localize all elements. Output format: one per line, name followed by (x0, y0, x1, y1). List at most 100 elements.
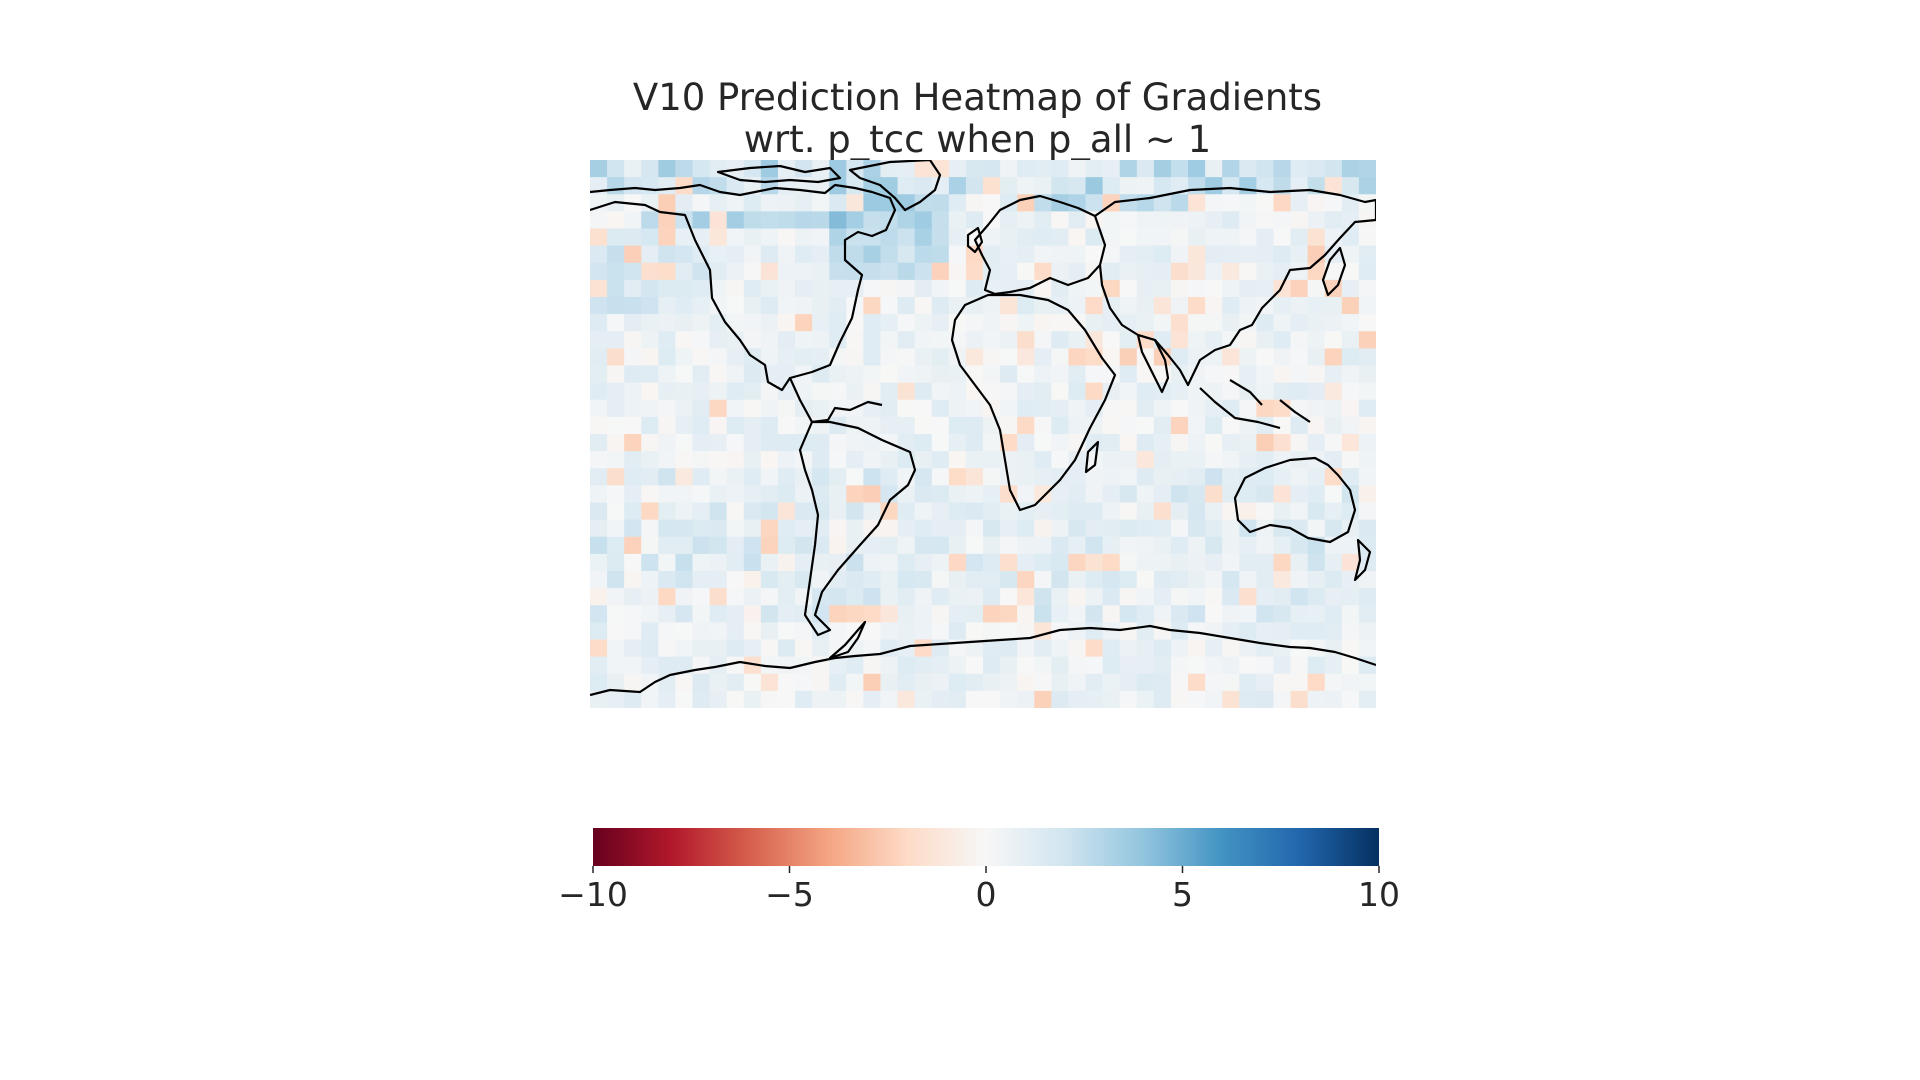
heatmap-cell (948, 451, 967, 469)
heatmap-cell (1307, 690, 1326, 708)
heatmap-cell (1017, 365, 1035, 384)
heatmap-cell (675, 673, 694, 692)
heatmap-cell (726, 297, 745, 315)
heatmap-cell (624, 690, 642, 708)
heatmap-cell (965, 279, 984, 298)
heatmap-cell (658, 399, 677, 418)
heatmap-cell (590, 279, 608, 298)
heatmap-cell (812, 314, 830, 332)
heatmap-cell (1205, 553, 1223, 572)
heatmap-cell (1017, 485, 1035, 504)
heatmap-cell (726, 314, 745, 332)
heatmap-cell (1290, 605, 1309, 623)
heatmap-cell (1136, 382, 1155, 401)
heatmap-cell (726, 519, 745, 538)
heatmap-cell (1119, 262, 1138, 281)
heatmap-cell (590, 416, 608, 435)
heatmap-cell (1290, 382, 1309, 401)
heatmap-cell (1273, 297, 1292, 315)
heatmap-cell (607, 588, 625, 606)
heatmap-cell (760, 297, 779, 315)
heatmap-cell (1000, 365, 1018, 384)
heatmap-cell (983, 177, 1001, 195)
heatmap-cell (795, 382, 813, 401)
coastline-uk (966, 226, 984, 254)
heatmap-cell (1273, 536, 1292, 555)
heatmap-cell (1085, 279, 1104, 298)
heatmap-cell (914, 588, 933, 606)
heatmap-cell (1153, 228, 1172, 247)
heatmap-cell (1119, 348, 1138, 367)
heatmap-cell (983, 656, 1001, 675)
heatmap-cell (795, 673, 813, 692)
heatmap-cell (709, 348, 728, 367)
heatmap-cell (1051, 588, 1070, 606)
heatmap-cell (1205, 211, 1223, 230)
heatmap-cell (607, 536, 625, 555)
heatmap-cell (590, 502, 608, 521)
heatmap-cell (743, 331, 762, 349)
heatmap-cell (675, 571, 694, 589)
heatmap-cell (1136, 177, 1155, 195)
heatmap-cell (658, 468, 677, 486)
heatmap-cell (658, 605, 677, 623)
heatmap-cell (1051, 571, 1070, 589)
heatmap-cell (1324, 382, 1343, 401)
heatmap-cell (897, 348, 916, 367)
heatmap-cell (795, 348, 813, 367)
heatmap-cell (1051, 314, 1070, 332)
heatmap-cell (1273, 194, 1292, 212)
coastline-new-zealand (1353, 538, 1372, 582)
heatmap-cell (590, 348, 608, 367)
heatmap-cell (641, 571, 659, 589)
heatmap-cell (931, 485, 950, 504)
heatmap-cell (1205, 519, 1223, 538)
heatmap-cell (1273, 211, 1292, 230)
heatmap-cell (1222, 160, 1240, 178)
heatmap-cell (624, 673, 642, 692)
heatmap-cell (897, 656, 916, 675)
heatmap-cell (1170, 588, 1189, 606)
heatmap-cell (1239, 485, 1257, 504)
heatmap-cell (675, 331, 694, 349)
heatmap-cell (965, 314, 984, 332)
heatmap-cell (914, 228, 933, 247)
heatmap-cell (726, 673, 745, 692)
heatmap-cell (590, 605, 608, 623)
heatmap-cell (1136, 588, 1155, 606)
heatmap-cell (1290, 553, 1309, 572)
heatmap-cell (1034, 485, 1052, 504)
heatmap-cell (675, 194, 694, 212)
heatmap-cell (948, 399, 967, 418)
heatmap-cell (1222, 211, 1240, 230)
heatmap-cell (760, 245, 779, 264)
heatmap-cell (1290, 228, 1309, 247)
heatmap-cell (829, 297, 847, 315)
heatmap-cell (1222, 228, 1240, 247)
heatmap-cell (1205, 468, 1223, 486)
chart-subtitle: wrt. p_tcc when p_all ~ 1 (743, 118, 1212, 161)
heatmap-cell (760, 279, 779, 298)
heatmap-cell (795, 211, 813, 230)
heatmap-cell (1188, 434, 1206, 452)
heatmap-cell (880, 365, 899, 384)
heatmap-cell (1119, 331, 1138, 349)
heatmap-cell (931, 571, 950, 589)
heatmap-cell (658, 451, 677, 469)
heatmap-cell (692, 314, 711, 332)
heatmap-cell (658, 690, 677, 708)
heatmap-cell (1222, 177, 1240, 195)
heatmap-cell (590, 519, 608, 538)
heatmap-cell (1358, 160, 1376, 178)
heatmap-cell (1170, 571, 1189, 589)
heatmap-cell (1358, 279, 1376, 298)
heatmap-cell (1051, 228, 1070, 247)
heatmap-cell (743, 434, 762, 452)
heatmap-cell (760, 536, 779, 555)
heatmap-cell (1017, 451, 1035, 469)
heatmap-cell (760, 382, 779, 401)
heatmap-cell (965, 160, 984, 178)
heatmap-cell (863, 228, 882, 247)
heatmap-cell (965, 348, 984, 367)
heatmap-cell (1358, 434, 1376, 452)
